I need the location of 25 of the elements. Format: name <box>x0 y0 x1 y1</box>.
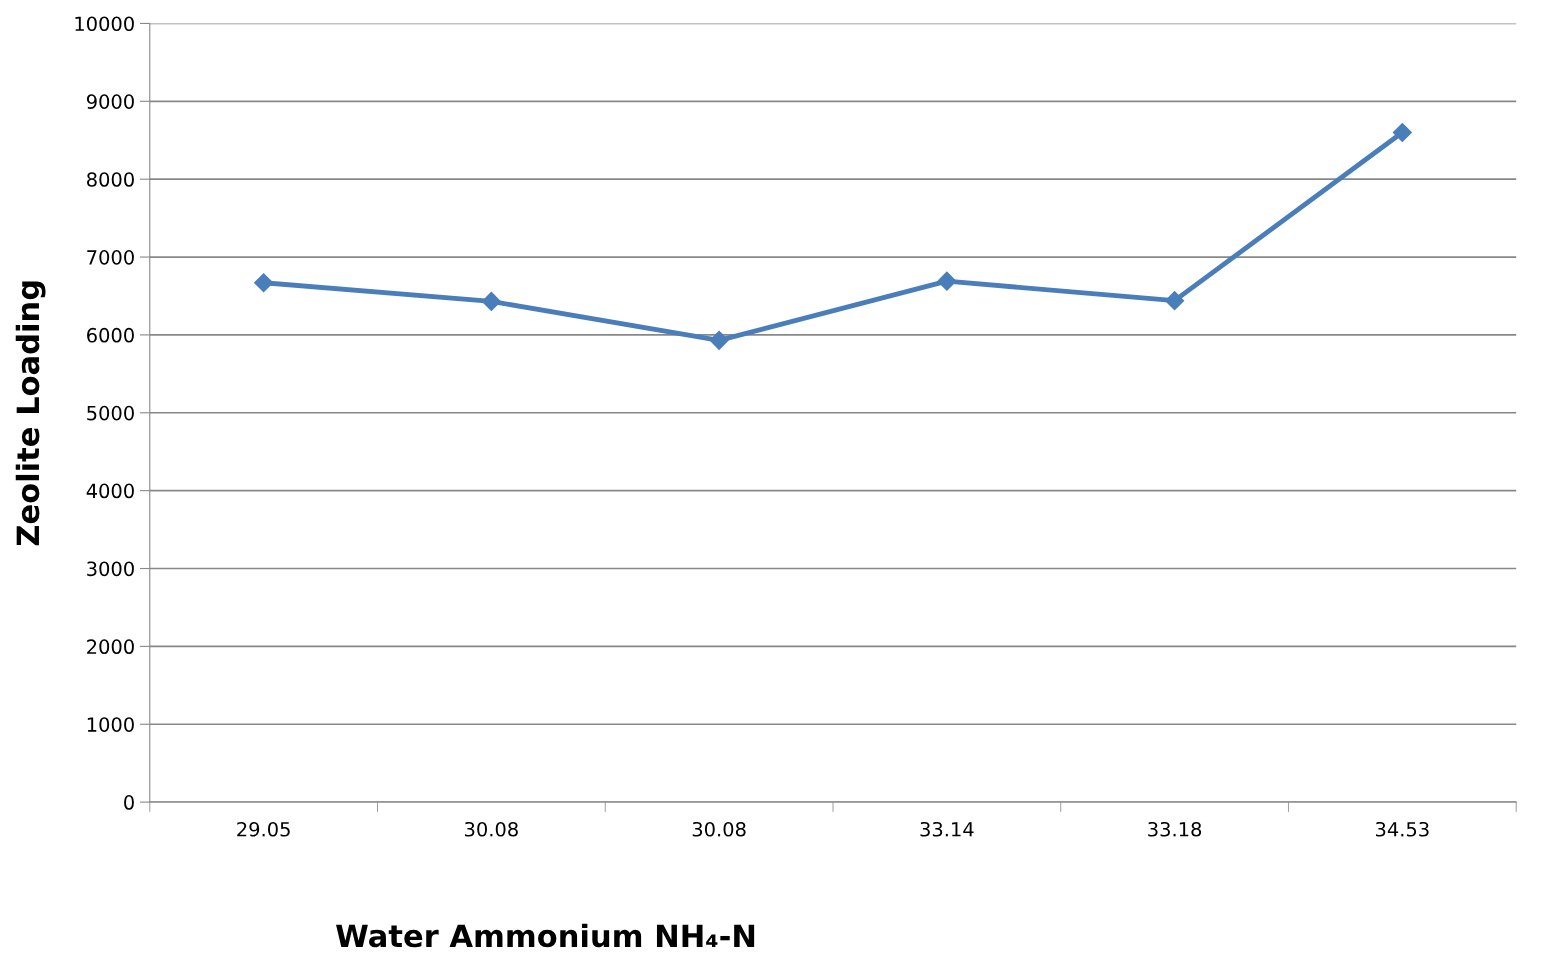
x-tick-label: 34.53 <box>1375 821 1429 837</box>
x-tick-label: 30.08 <box>692 821 746 837</box>
x-tick-label: 30.08 <box>465 821 518 837</box>
x-tick-label: 29.05 <box>237 821 290 837</box>
point <box>1392 122 1412 142</box>
point <box>709 330 729 350</box>
y-tick-label: 9000 <box>86 94 134 109</box>
y-tick-label: 4000 <box>86 483 134 499</box>
point <box>937 271 957 291</box>
x-tick-label: 33.14 <box>920 821 974 837</box>
x-axis-title: Water Ammonium NH₄-N <box>336 923 755 948</box>
x-tick-label: 33.18 <box>1148 821 1202 837</box>
y-tick-label: 1000 <box>87 717 134 732</box>
y-tick-label: 8000 <box>87 172 134 187</box>
y-tick-label: 6000 <box>87 327 134 343</box>
point <box>481 291 501 311</box>
y-tick-label: 10000 <box>75 16 134 32</box>
y-tick-label: 3000 <box>87 561 134 577</box>
y-tick-label: 5000 <box>87 405 134 421</box>
y-tick-label: 2000 <box>87 639 134 655</box>
point <box>1165 291 1185 311</box>
point <box>254 273 274 293</box>
y-tick-label: 7000 <box>87 250 134 265</box>
y-tick-label: 0 <box>124 795 134 810</box>
y-axis-title: Zeolite Loading <box>15 281 46 546</box>
